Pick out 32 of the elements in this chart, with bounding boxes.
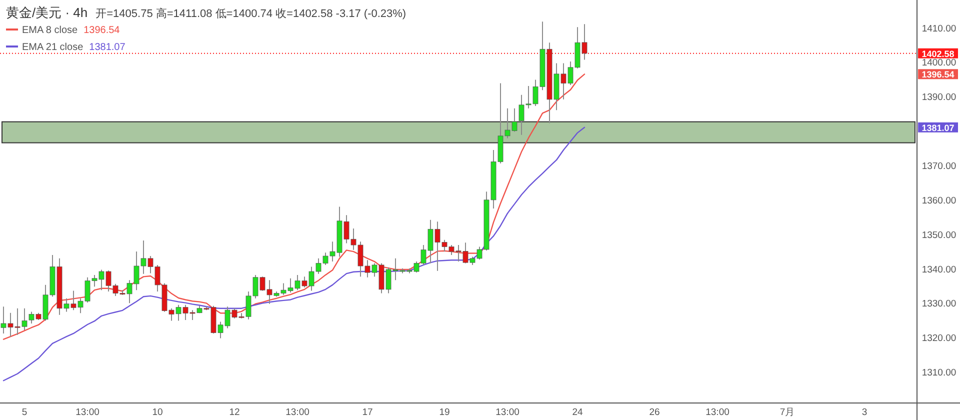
x-tick-label: 13:00 — [706, 407, 730, 418]
x-tick-label: 13:00 — [76, 407, 100, 418]
x-tick-label: 17 — [362, 407, 373, 418]
y-tick-label: 1390.00 — [922, 92, 956, 104]
text: 1381.07 — [922, 122, 954, 133]
y-tick-label: 1360.00 — [922, 195, 956, 206]
x-tick-label: 13:00 — [286, 407, 310, 418]
x-tick-label: 7月 — [780, 407, 796, 418]
x-tick-label: 5 — [22, 407, 28, 418]
x-tick-label: 3 — [862, 407, 868, 418]
annotation: 1396.54 — [84, 25, 120, 36]
x-tick-label: 13:00 — [496, 407, 520, 418]
annotation: 1381.07 — [89, 42, 126, 53]
text: 开=1405.75 高=1411.08 低=1400.74 收=1402.58 -3.17 (-0.23%) — [96, 7, 406, 20]
legend-label: EMA 21 close — [22, 42, 84, 53]
y-tick-label: 1340.00 — [922, 264, 956, 276]
y-tick-label: 1410.00 — [922, 23, 956, 34]
y-tick-label: 1370.00 — [922, 161, 956, 172]
y-tick-label: 1350.00 — [922, 230, 956, 241]
x-tick-label: 26 — [649, 407, 660, 418]
x-tick-label: 19 — [439, 407, 450, 418]
x-tick-label: 12 — [229, 407, 240, 418]
y-tick-label: 1400.00 — [922, 58, 956, 69]
ref-line-label: 1402.58 — [922, 48, 954, 59]
y-tick-label: 1320.00 — [922, 333, 956, 344]
x-tick-label: 24 — [572, 407, 583, 418]
y-tick-label: 1330.00 — [922, 298, 956, 310]
x-tick-label: 10 — [152, 407, 163, 418]
y-tick-label: 1310.00 — [922, 368, 956, 379]
text: 1396.54 — [922, 70, 954, 80]
legend-label: EMA 8 close — [22, 25, 78, 36]
chart-title: 黄金/美元 · 4h — [6, 5, 88, 20]
